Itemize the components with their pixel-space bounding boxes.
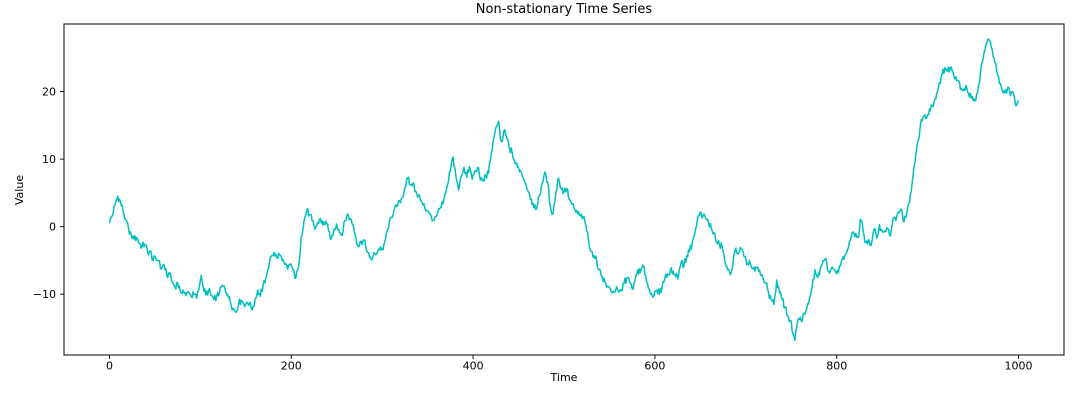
x-axis-label: Time [550,371,578,384]
x-tick-label: 600 [644,360,665,373]
x-tick-label: 800 [826,360,847,373]
x-tick-label: 1000 [1005,360,1033,373]
y-tick-label: 0 [49,220,56,233]
series-line [108,38,1020,341]
chart-title: Non-stationary Time Series [475,2,653,17]
y-tick-label: 10 [42,153,56,166]
x-tick-label: 400 [463,360,484,373]
x-tick-label: 0 [106,360,113,373]
y-tick-label: −10 [33,288,56,301]
y-tick-label: 20 [42,85,56,98]
x-tick-label: 200 [281,360,302,373]
